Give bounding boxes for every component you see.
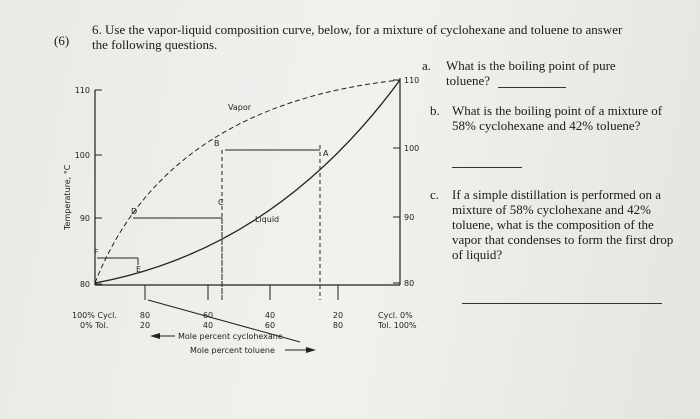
cyclohexane-tick: 80 xyxy=(140,311,150,320)
point-label: A xyxy=(323,149,329,158)
curve-label: Liquid xyxy=(255,215,279,224)
right-tick-label: 90 xyxy=(404,213,414,222)
point-label: F xyxy=(94,248,99,257)
problem-number: (6) xyxy=(54,33,70,48)
point-label: E xyxy=(136,265,141,274)
axis-end-label: Cycl. 0% xyxy=(378,311,413,320)
cyclohexane-tick: 60 xyxy=(203,311,213,320)
question-prompt: 6. Use the vapor-liquid composition curv… xyxy=(92,22,623,52)
right-tick-label: 80 xyxy=(404,279,414,288)
question-text: What is the boiling point of a mixture o… xyxy=(452,103,663,133)
arrow xyxy=(306,347,316,353)
right-tick-label: 100 xyxy=(404,144,419,153)
axis-end-label: 100% Cycl. xyxy=(72,311,117,320)
question-letter: b. xyxy=(430,103,440,118)
cyclohexane-tick: 40 xyxy=(265,311,275,320)
x-axis-label: Mole percent toluene xyxy=(190,346,275,355)
arrow xyxy=(150,333,160,339)
question-text: What is the boiling point of pure toluen… xyxy=(446,58,616,88)
answer-blank xyxy=(498,87,566,88)
axis-end-label: 0% Tol. xyxy=(80,321,108,330)
point-label: D xyxy=(131,207,137,216)
point-label: B xyxy=(214,139,220,148)
toluene-tick: 80 xyxy=(333,321,343,330)
answer-blank xyxy=(452,167,522,168)
y-axis-label: Temperature, °C xyxy=(63,164,72,231)
toluene-tick: 60 xyxy=(265,321,275,330)
curve-label: Vapor xyxy=(228,103,252,112)
left-tick-label: 90 xyxy=(80,214,90,223)
question-letter: a. xyxy=(422,58,432,73)
liquid-curve xyxy=(94,79,401,284)
question-letter: c. xyxy=(430,187,440,202)
vapor-curve xyxy=(94,79,401,284)
toluene-tick: 20 xyxy=(140,321,150,330)
point-label: C xyxy=(218,198,224,207)
left-tick-label: 80 xyxy=(80,280,90,289)
x-axis-label: Mole percent cyclohexane xyxy=(178,332,283,341)
toluene-tick: 40 xyxy=(203,321,213,330)
left-tick-label: 110 xyxy=(75,86,90,95)
cyclohexane-tick: 20 xyxy=(333,311,343,320)
diagram-frame xyxy=(94,78,401,343)
right-tick-label: 110 xyxy=(404,76,419,85)
question-text: If a simple distillation is performed on… xyxy=(452,187,674,262)
axis-end-label: Tol. 100% xyxy=(377,321,417,330)
answer-blank xyxy=(462,303,662,304)
left-tick-label: 100 xyxy=(75,151,90,160)
